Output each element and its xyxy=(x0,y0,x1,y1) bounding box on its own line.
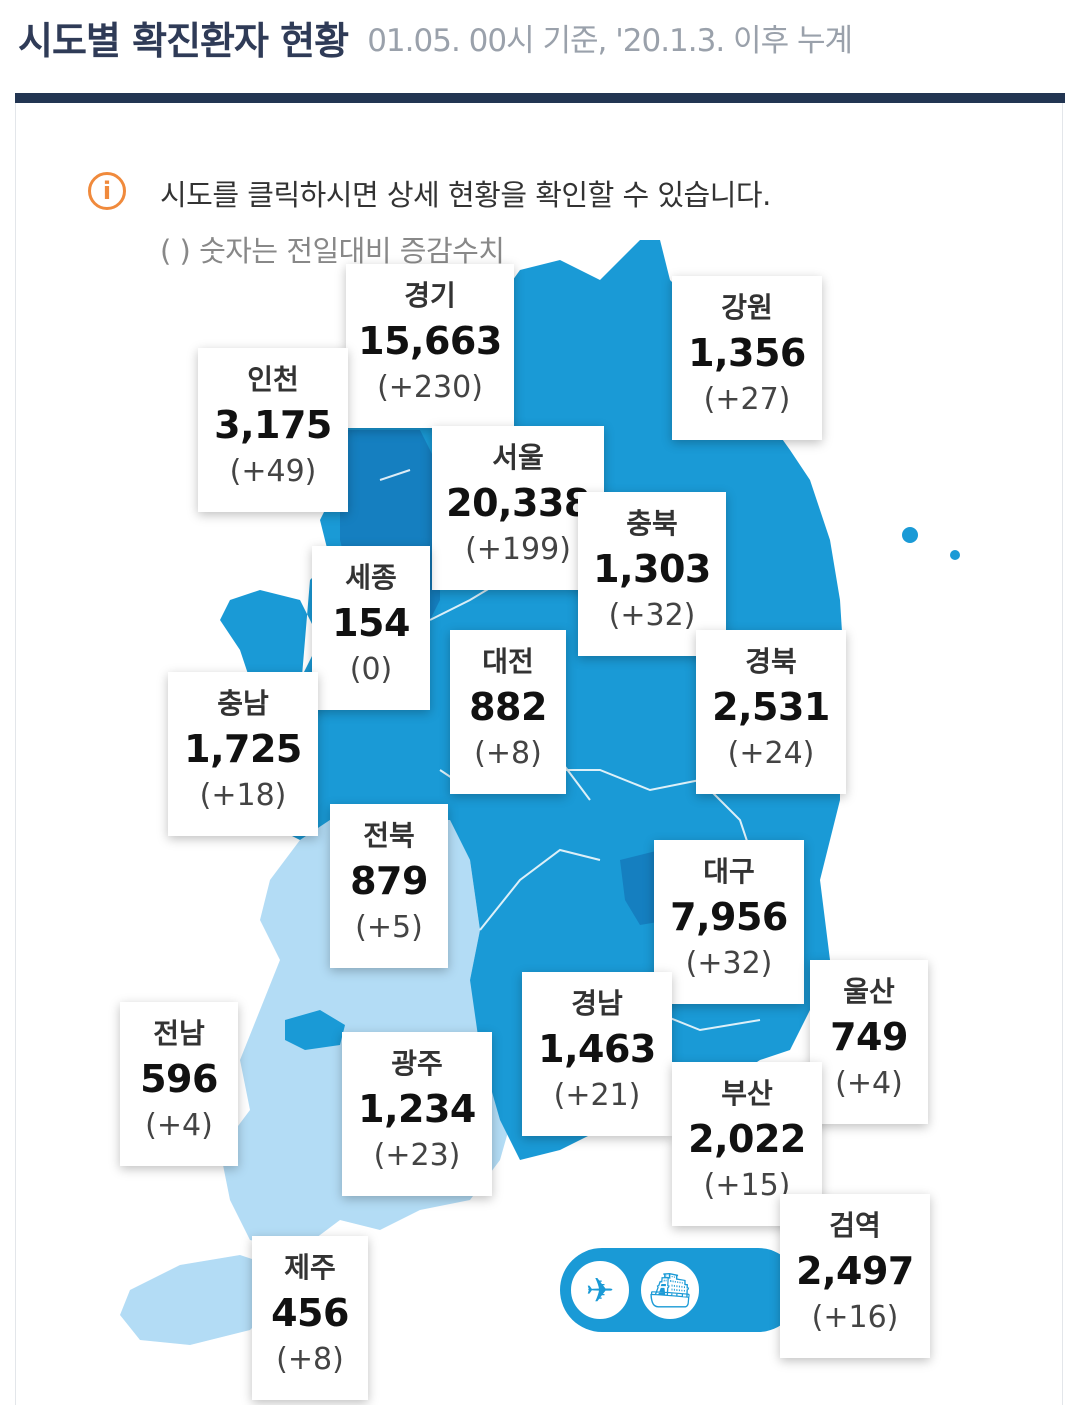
region-card-gyeonggi[interactable]: 경기 15,663 (+230) xyxy=(346,264,514,428)
region-name: 충남 xyxy=(217,687,269,720)
map-border xyxy=(379,469,411,481)
region-card-gyeongnam[interactable]: 경남 1,463 (+21) xyxy=(522,972,672,1136)
region-count: 1,234 xyxy=(358,1087,476,1131)
region-card-gyeongbuk[interactable]: 경북 2,531 (+24) xyxy=(696,630,846,794)
region-card-gwangju[interactable]: 광주 1,234 (+23) xyxy=(342,1032,492,1196)
page-subtitle: 01.05. 00시 기준, '20.1.3. 이후 누계 xyxy=(367,23,853,59)
region-card-jeonbuk[interactable]: 전북 879 (+5) xyxy=(330,804,448,968)
region-name: 인천 xyxy=(247,363,299,396)
region-name: 전북 xyxy=(363,819,415,852)
region-card-daegu[interactable]: 대구 7,956 (+32) xyxy=(654,840,804,1004)
region-count: 15,663 xyxy=(358,319,502,363)
region-count: 7,956 xyxy=(670,895,788,939)
region-card-seoul[interactable]: 서울 20,338 (+199) xyxy=(432,426,604,590)
region-card-quarantine[interactable]: 검역 2,497 (+16) xyxy=(780,1194,930,1358)
region-count: 154 xyxy=(332,601,410,645)
region-name: 경남 xyxy=(571,987,623,1020)
region-count: 1,725 xyxy=(184,727,302,771)
region-name: 경기 xyxy=(404,279,456,312)
region-count: 749 xyxy=(830,1015,908,1059)
region-delta: (+199) xyxy=(465,532,571,567)
transport-toggle: ✈ ⛴ xyxy=(560,1248,800,1332)
region-delta: (+49) xyxy=(229,454,317,489)
region-name: 울산 xyxy=(843,975,895,1008)
region-count: 596 xyxy=(140,1057,218,1101)
ship-icon[interactable]: ⛴ xyxy=(638,1258,702,1322)
region-card-sejong[interactable]: 세종 154 (0) xyxy=(312,546,430,710)
region-name: 경북 xyxy=(745,645,797,678)
map-island xyxy=(902,527,918,543)
map-gwangju-area xyxy=(285,1010,345,1050)
region-name: 대전 xyxy=(482,645,534,678)
region-name: 검역 xyxy=(829,1209,881,1242)
region-card-busan[interactable]: 부산 2,022 (+15) xyxy=(672,1062,822,1226)
region-delta: (+18) xyxy=(199,778,287,813)
region-card-jeju[interactable]: 제주 456 (+8) xyxy=(252,1236,368,1400)
region-card-chungnam[interactable]: 충남 1,725 (+18) xyxy=(168,672,318,836)
region-count: 20,338 xyxy=(446,481,590,525)
map-jeju-island[interactable] xyxy=(120,1255,280,1345)
region-name: 대구 xyxy=(703,855,755,888)
region-name: 제주 xyxy=(284,1251,336,1284)
region-count: 879 xyxy=(350,859,428,903)
region-delta: (+5) xyxy=(355,910,423,945)
region-name: 부산 xyxy=(721,1077,773,1110)
region-delta: (+8) xyxy=(276,1342,344,1377)
region-count: 1,463 xyxy=(538,1027,656,1071)
region-delta: (+23) xyxy=(373,1138,461,1173)
region-count: 456 xyxy=(271,1291,349,1335)
region-delta: (+32) xyxy=(608,598,696,633)
region-card-chungbuk[interactable]: 충북 1,303 (+32) xyxy=(578,492,726,656)
region-card-jeonnam[interactable]: 전남 596 (+4) xyxy=(120,1002,238,1166)
region-name: 세종 xyxy=(345,561,397,594)
region-delta: (+4) xyxy=(145,1108,213,1143)
region-name: 광주 xyxy=(391,1047,443,1080)
region-count: 882 xyxy=(469,685,547,729)
info-icon: i xyxy=(88,172,126,210)
region-delta: (+21) xyxy=(553,1078,641,1113)
region-name: 충북 xyxy=(626,507,678,540)
region-card-ulsan[interactable]: 울산 749 (+4) xyxy=(810,960,928,1124)
page-title: 시도별 확진환자 현황 xyxy=(18,19,349,63)
map-border xyxy=(479,848,601,931)
header: 시도별 확진환자 현황 01.05. 00시 기준, '20.1.3. 이후 누… xyxy=(18,10,1068,70)
region-delta: (+8) xyxy=(474,736,542,771)
region-card-gangwon[interactable]: 강원 1,356 (+27) xyxy=(672,276,822,440)
region-card-incheon[interactable]: 인천 3,175 (+49) xyxy=(198,348,348,512)
region-delta: (+27) xyxy=(703,382,791,417)
region-delta: (0) xyxy=(349,652,393,687)
region-card-daejeon[interactable]: 대전 882 (+8) xyxy=(450,630,566,794)
region-delta: (+16) xyxy=(811,1300,899,1335)
map-island xyxy=(950,550,960,560)
notice-text: 시도를 클릭하시면 상세 현황을 확인할 수 있습니다. xyxy=(160,178,771,212)
airplane-icon[interactable]: ✈ xyxy=(568,1258,632,1322)
region-delta: (+230) xyxy=(377,370,483,405)
region-count: 1,303 xyxy=(593,547,711,591)
header-divider xyxy=(15,93,1065,103)
region-name: 서울 xyxy=(492,441,544,474)
region-count: 2,022 xyxy=(688,1117,806,1161)
region-delta: (+32) xyxy=(685,946,773,981)
region-delta: (+15) xyxy=(703,1168,791,1203)
region-delta: (+24) xyxy=(727,736,815,771)
region-delta: (+4) xyxy=(835,1066,903,1101)
region-count: 1,356 xyxy=(688,331,806,375)
region-name: 강원 xyxy=(721,291,773,324)
region-count: 2,497 xyxy=(796,1249,914,1293)
region-name: 전남 xyxy=(153,1017,205,1050)
region-count: 3,175 xyxy=(214,403,332,447)
region-count: 2,531 xyxy=(712,685,830,729)
notice-note: ( ) 숫자는 전일대비 증감수치 xyxy=(160,234,505,268)
